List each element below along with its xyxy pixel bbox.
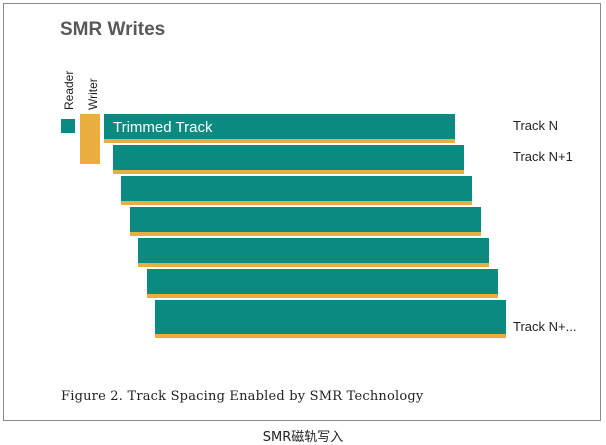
writer-label: Writer [86, 78, 100, 110]
track-shingle-edge [121, 201, 472, 205]
track-band [155, 300, 506, 334]
image-subcaption: SMR磁轨写入 [262, 430, 344, 445]
reader-label: Reader [62, 70, 76, 110]
track-n-label: Track N [513, 118, 559, 133]
track-shingle-edge [112, 170, 464, 174]
track-1 [104, 114, 455, 143]
track-4 [129, 207, 481, 236]
track-band [104, 114, 455, 139]
track-shingle-edge [155, 334, 506, 338]
track-shingle-edge [146, 294, 498, 298]
track-shingle-edge [138, 263, 489, 267]
track-n-plus-more-label: Track N+... [513, 319, 577, 334]
track-3 [121, 176, 472, 205]
track-band [138, 238, 489, 263]
track-n-plus-1-label: Track N+1 [513, 149, 573, 164]
track-2 [112, 145, 464, 174]
track-5 [138, 238, 489, 267]
track-band [121, 176, 472, 201]
figure-caption: Figure 2. Track Spacing Enabled by SMR T… [61, 389, 424, 404]
track-6 [146, 269, 498, 298]
track-band [146, 269, 498, 294]
track-shingle-edge [104, 139, 455, 143]
writer-head [80, 114, 100, 164]
trimmed-track-label: Trimmed Track [113, 119, 213, 136]
track-band [129, 207, 481, 232]
track-shingle-edge [129, 232, 481, 236]
reader-head [61, 119, 75, 133]
track-band [112, 145, 464, 170]
track-7 [155, 300, 506, 338]
figure-title: SMR Writes [60, 19, 166, 40]
